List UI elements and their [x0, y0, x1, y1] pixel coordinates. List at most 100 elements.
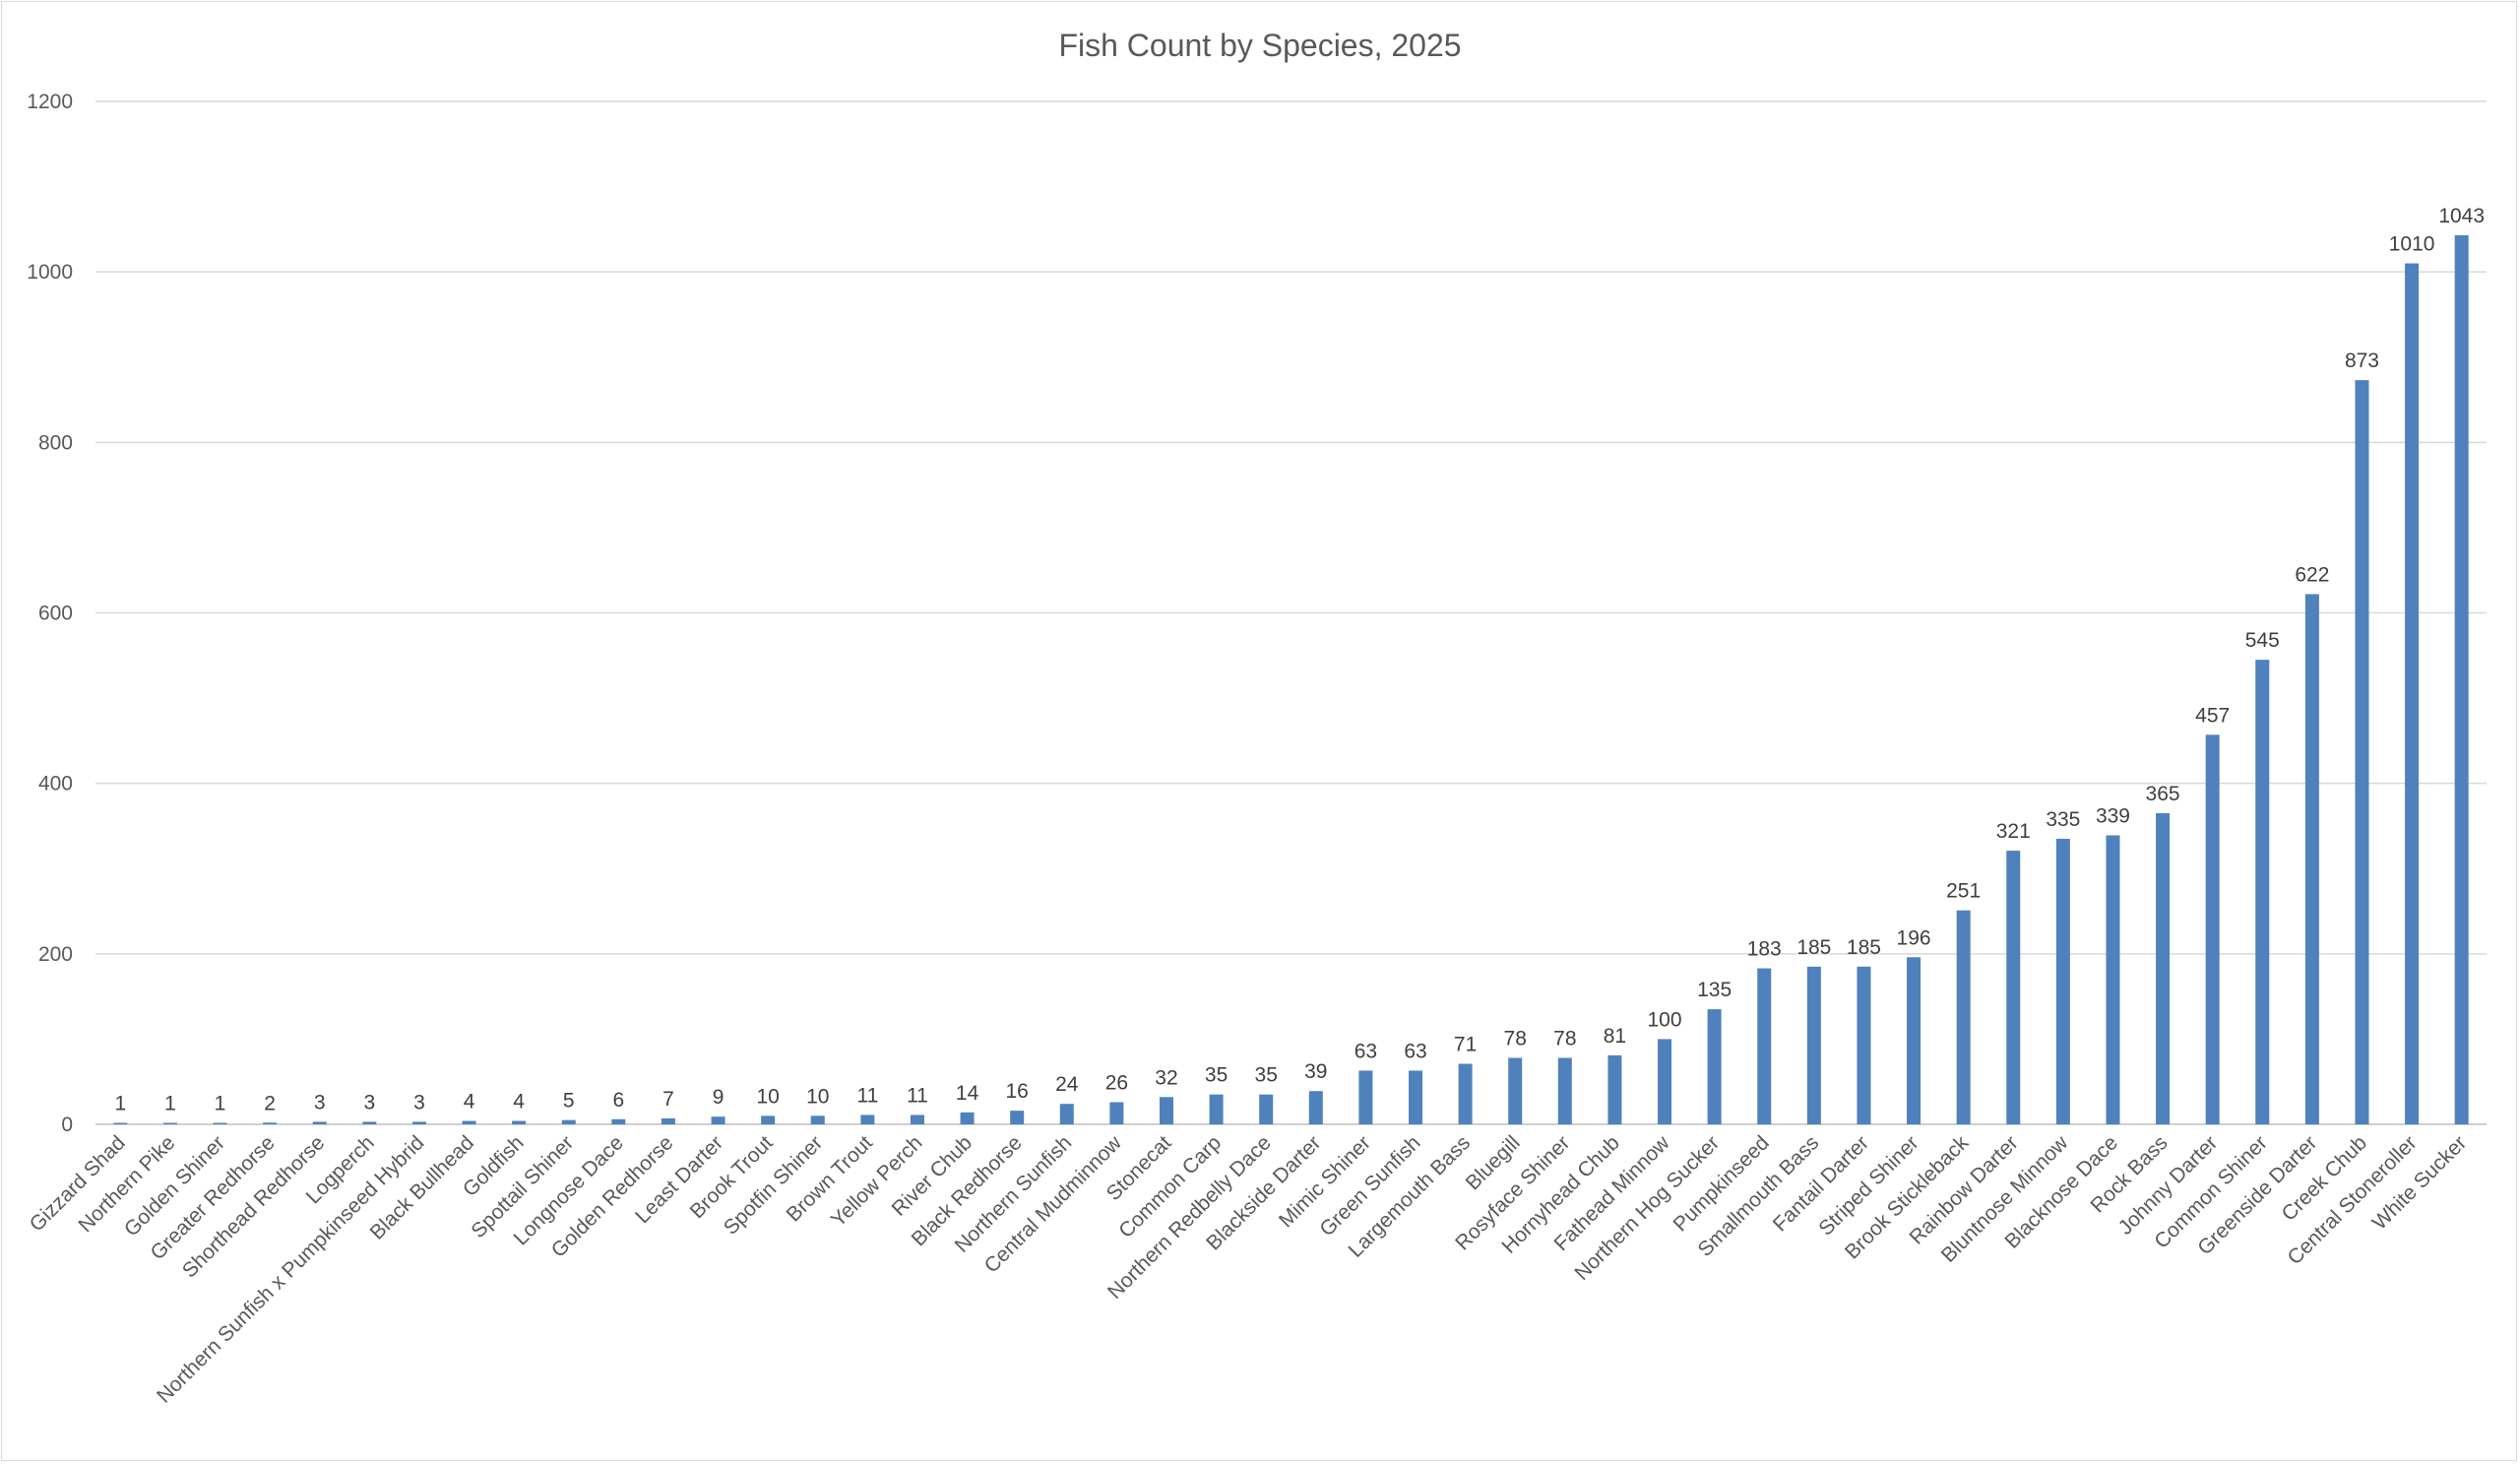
bar — [1010, 1111, 1025, 1124]
data-label: 196 — [1897, 926, 1931, 949]
bar — [960, 1112, 975, 1124]
bar — [1658, 1039, 1672, 1124]
data-label: 11 — [907, 1084, 928, 1107]
data-label: 335 — [2046, 808, 2080, 831]
data-label: 7 — [662, 1088, 674, 1111]
bar — [1907, 957, 1922, 1124]
bar — [1259, 1094, 1274, 1124]
bar — [561, 1119, 576, 1124]
data-label: 63 — [1354, 1040, 1377, 1062]
bar — [2156, 812, 2171, 1124]
data-label: 14 — [956, 1082, 979, 1105]
data-label: 1010 — [2389, 233, 2435, 256]
data-label: 135 — [1697, 979, 1732, 1001]
bar — [213, 1122, 227, 1124]
data-label: 32 — [1155, 1066, 1177, 1089]
data-label: 1 — [114, 1093, 126, 1115]
bar — [1707, 1009, 1722, 1124]
bar — [263, 1122, 278, 1124]
y-tick-label: 1200 — [27, 91, 73, 113]
data-label: 81 — [1604, 1025, 1626, 1048]
chart-title: Fish Count by Species, 2025 — [1058, 28, 1461, 63]
data-label: 10 — [806, 1085, 829, 1108]
data-label: 183 — [1747, 938, 1782, 961]
data-label: 9 — [713, 1086, 724, 1109]
bar — [1159, 1097, 1173, 1124]
bar — [2355, 380, 2369, 1124]
data-label: 63 — [1404, 1040, 1426, 1062]
data-label: 10 — [756, 1085, 779, 1108]
data-label: 5 — [563, 1090, 575, 1113]
y-tick-label: 1000 — [27, 261, 73, 284]
y-tick-label: 400 — [38, 773, 73, 796]
bar — [761, 1115, 776, 1124]
bar — [113, 1122, 128, 1124]
data-label: 1 — [215, 1093, 226, 1115]
data-label: 339 — [2096, 804, 2130, 827]
bar — [860, 1114, 875, 1124]
data-label: 2 — [264, 1092, 276, 1114]
bar — [1059, 1104, 1074, 1124]
data-label: 78 — [1553, 1027, 1576, 1050]
bar — [2055, 838, 2070, 1124]
bar — [1358, 1070, 1373, 1124]
bars — [113, 234, 2469, 1125]
bar — [910, 1114, 924, 1124]
data-label: 321 — [1996, 820, 2031, 843]
bar — [1956, 910, 1971, 1124]
bar — [1109, 1102, 1124, 1124]
data-label: 251 — [1946, 880, 1981, 903]
bar — [462, 1120, 476, 1124]
data-label: 873 — [2345, 350, 2379, 372]
data-label: 35 — [1255, 1064, 1278, 1087]
bar — [711, 1116, 725, 1124]
data-label: 26 — [1105, 1071, 1128, 1094]
y-tick-label: 0 — [61, 1114, 73, 1136]
bar — [2205, 734, 2220, 1124]
bar — [1409, 1070, 1423, 1124]
bar — [1308, 1091, 1323, 1124]
data-label: 185 — [1796, 936, 1831, 959]
bar — [2405, 263, 2420, 1125]
data-label: 3 — [413, 1091, 425, 1114]
data-label: 4 — [464, 1091, 475, 1114]
gridlines — [95, 100, 2487, 1125]
bar — [2255, 660, 2270, 1124]
y-tick-label: 600 — [38, 603, 73, 625]
data-label: 185 — [1847, 936, 1881, 959]
bar — [1857, 966, 1871, 1124]
bar — [810, 1115, 825, 1124]
data-label: 3 — [363, 1091, 375, 1114]
data-label: 1043 — [2438, 205, 2485, 227]
data-label: 11 — [856, 1084, 878, 1107]
data-label: 39 — [1304, 1060, 1327, 1083]
bar — [1757, 968, 1772, 1124]
data-label: 3 — [314, 1091, 326, 1114]
bar — [512, 1120, 527, 1124]
data-label: 100 — [1648, 1008, 1682, 1031]
bar — [1557, 1057, 1572, 1124]
bar — [611, 1118, 626, 1124]
y-tick-label: 200 — [38, 943, 73, 966]
bar — [312, 1121, 327, 1124]
bar — [2006, 851, 2021, 1124]
bar — [1209, 1094, 1224, 1124]
y-axis-ticks: 0 200 400 600 800 1000 1200 — [27, 91, 73, 1136]
data-label: 457 — [2195, 704, 2230, 727]
bar — [1458, 1063, 1473, 1124]
bar — [2454, 234, 2469, 1124]
data-label: 1 — [164, 1093, 176, 1115]
bar — [411, 1121, 426, 1124]
data-label: 24 — [1055, 1073, 1079, 1096]
bar — [1607, 1054, 1622, 1124]
data-label: 35 — [1205, 1064, 1228, 1087]
bar — [661, 1117, 675, 1124]
bar — [2304, 594, 2319, 1124]
data-label: 71 — [1454, 1034, 1477, 1056]
data-label: 6 — [613, 1089, 625, 1112]
bar — [362, 1121, 377, 1124]
data-label: 78 — [1504, 1027, 1527, 1050]
